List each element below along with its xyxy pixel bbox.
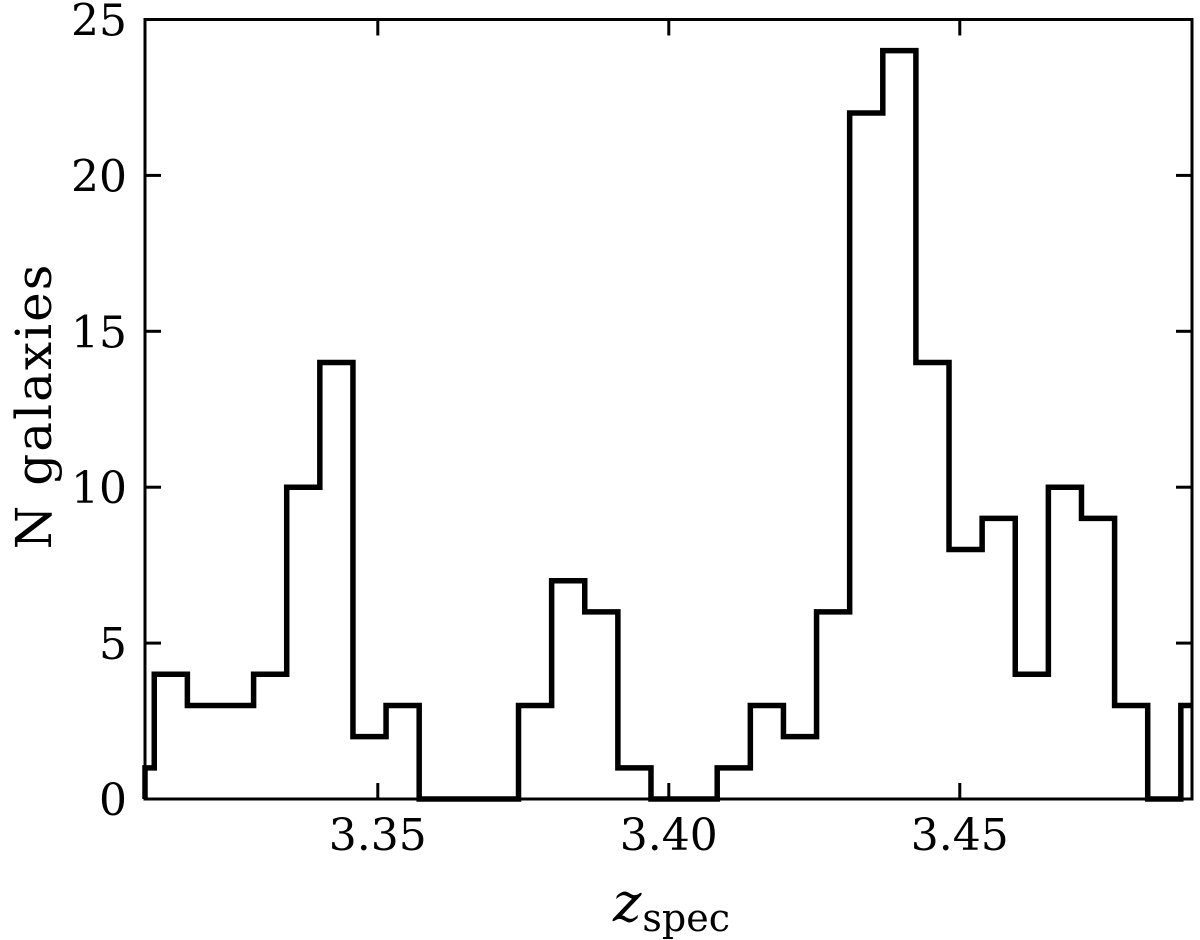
y-tick-label: 0 bbox=[99, 775, 127, 826]
y-tick-label: 25 bbox=[71, 0, 127, 47]
y-tick-label: 20 bbox=[71, 151, 127, 202]
x-axis-label: zspec bbox=[613, 876, 730, 938]
x-tick-label: 3.45 bbox=[911, 810, 1009, 861]
x-axis-label-subscript: spec bbox=[642, 896, 731, 940]
x-tick-label: 3.40 bbox=[620, 810, 718, 861]
y-tick-label: 10 bbox=[71, 463, 127, 514]
x-tick-label: 3.35 bbox=[329, 810, 427, 861]
x-axis-label-symbol: z bbox=[612, 871, 642, 934]
y-tick-label: 5 bbox=[99, 619, 127, 670]
y-axis-label: N galaxies bbox=[5, 262, 63, 550]
y-tick-label: 15 bbox=[71, 307, 127, 358]
plot-frame bbox=[143, 18, 1194, 801]
axis-ticks bbox=[145, 18, 1192, 801]
histogram-step-line bbox=[142, 47, 1192, 802]
tick-labels: 3.35 3.40 3.45 0 5 10 15 20 25 bbox=[71, 0, 1009, 861]
